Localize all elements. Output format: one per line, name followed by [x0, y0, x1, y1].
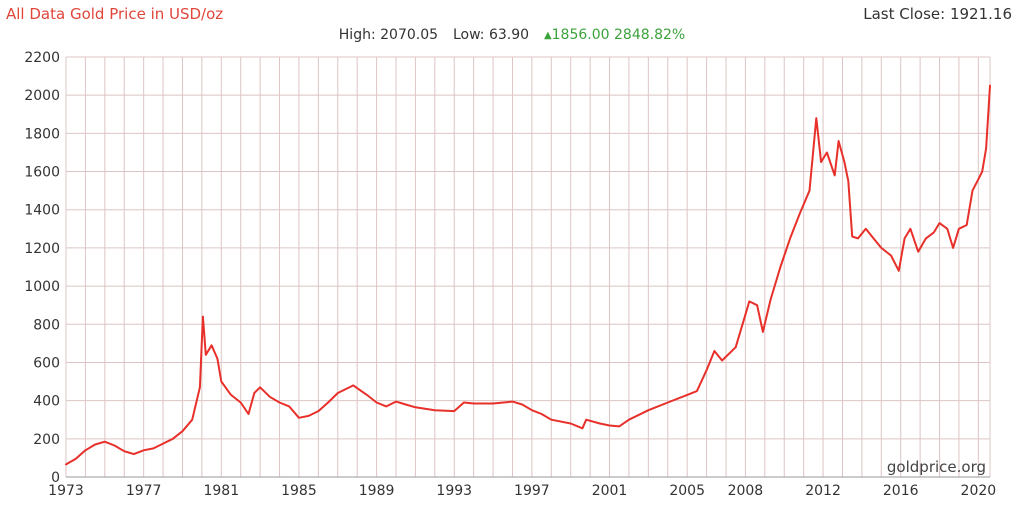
y-tick-label: 1200 [24, 241, 60, 257]
series-line [65, 84, 991, 466]
last-close-label: Last Close: [863, 5, 946, 23]
high-value: 2070.05 [380, 27, 439, 43]
y-tick-label: 1400 [24, 203, 60, 219]
x-tick-label: 1993 [436, 483, 472, 499]
last-close: Last Close: 1921.16 [863, 5, 1012, 23]
x-tick-label: 2020 [961, 483, 997, 499]
y-tick-label: 400 [33, 394, 60, 410]
high-label: High: [338, 27, 376, 43]
chart-title: All Data Gold Price in USD/oz [6, 5, 224, 23]
change-indicator: ▲1856.00 2848.82% [544, 27, 685, 43]
last-close-value: 1921.16 [949, 5, 1012, 23]
y-tick-label: 200 [33, 432, 60, 448]
y-tick-label: 2000 [24, 88, 60, 104]
x-tick-label: 1997 [514, 483, 550, 499]
x-tick-label: 2008 [728, 483, 764, 499]
watermark: goldprice.org [887, 458, 986, 476]
up-triangle-icon: ▲ [543, 30, 552, 41]
x-tick-label: 1989 [359, 483, 395, 499]
change-percent: 2848.82% [614, 27, 686, 43]
x-tick-label: 1973 [48, 483, 84, 499]
x-tick-label: 2016 [883, 483, 919, 499]
low-value: 63.90 [488, 27, 530, 43]
y-tick-label: 2200 [24, 50, 60, 66]
low-label: Low: [452, 27, 485, 43]
y-tick-label: 1000 [24, 279, 60, 295]
y-tick-label: 800 [33, 317, 60, 333]
x-tick-label: 2012 [805, 483, 841, 499]
series-layer [65, 84, 991, 466]
price-stats: High: 2070.05 Low: 63.90 ▲1856.00 2848.8… [0, 27, 1024, 43]
chart-grid [65, 56, 991, 478]
x-tick-label: 1985 [281, 483, 317, 499]
x-tick-label: 2005 [669, 483, 705, 499]
x-tick-label: 2001 [592, 483, 628, 499]
axis-labels: 0 200 400 600 800 1000 1200 1400 1600 1800 2000 220… [24, 50, 996, 499]
x-tick-label: 1981 [203, 483, 239, 499]
y-tick-label: 1600 [24, 165, 60, 181]
x-tick-label: 1977 [126, 483, 162, 499]
change-value: 1856.00 [551, 27, 610, 43]
y-tick-label: 600 [33, 355, 60, 371]
y-tick-label: 1800 [24, 126, 60, 142]
y-tick-label: 0 [51, 470, 60, 486]
